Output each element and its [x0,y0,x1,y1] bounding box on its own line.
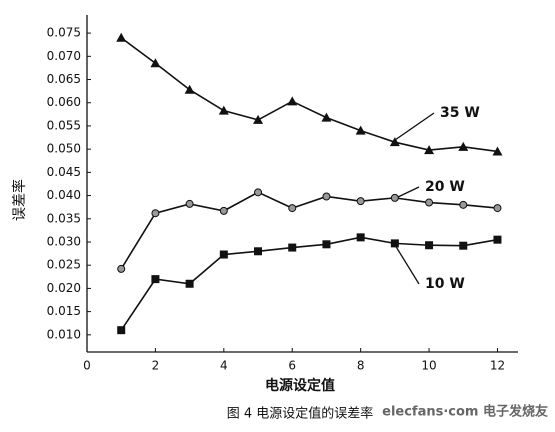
x-tick-label: 4 [220,359,228,373]
y-tick-label: 0.025 [47,258,81,272]
series-line [120,191,498,270]
annotation-arrow [394,244,420,285]
x-tick-label: 10 [421,359,436,373]
marker [288,243,297,252]
watermark: elecfans·com 电子发烧友 [382,404,548,420]
marker [322,192,331,201]
marker [356,197,365,206]
marker [117,264,126,273]
caption: 图 4 电源设定值的误差率 [227,406,374,422]
y-tick-label: 0.010 [47,327,81,341]
marker [288,204,297,213]
marker [254,188,263,197]
marker [459,241,468,250]
marker [287,96,298,106]
marker [151,209,160,218]
x-tick-label: 8 [357,359,365,373]
y-tick-label: 0.040 [47,188,81,202]
marker [253,114,264,124]
x-tick-label: 0 [83,359,91,373]
series-label: 10 W [425,276,465,292]
series-label: 35 W [440,105,480,121]
marker [151,275,160,284]
marker [390,239,399,248]
marker [356,233,365,242]
marker [322,240,331,249]
x-tick-label: 12 [490,359,505,373]
series-line [120,236,498,331]
y-axis-label: 误差率 [11,179,28,221]
x-axis-label: 电源设定值 [265,377,335,394]
x-tick-label: 6 [288,359,296,373]
y-tick-label: 0.050 [47,142,81,156]
y-tick-label: 0.045 [47,165,81,179]
y-tick-label: 0.020 [47,281,81,295]
marker [424,145,435,155]
y-tick-label: 0.035 [47,211,81,225]
marker [218,105,229,115]
marker [493,235,502,244]
annotation-arrow [397,186,420,198]
marker [390,193,399,202]
marker [425,198,434,207]
y-tick-label: 0.055 [47,118,81,132]
marker [355,125,366,135]
series-label: 20 W [425,179,465,195]
marker [321,112,332,122]
marker [117,326,126,335]
marker [389,137,400,147]
marker [459,200,468,209]
marker [493,204,502,213]
marker [185,279,194,288]
x-tick-label: 2 [152,359,160,373]
marker [254,247,263,256]
marker [219,250,228,259]
marker [150,58,161,68]
marker [492,146,503,156]
marker [458,141,469,151]
marker [184,84,195,94]
marker [185,199,194,208]
y-tick-label: 0.075 [47,26,81,40]
y-tick-label: 0.070 [47,49,81,63]
marker [425,241,434,250]
marker [116,32,127,42]
y-tick-label: 0.030 [47,234,81,248]
y-tick-label: 0.015 [47,304,81,318]
series-line [120,37,498,153]
y-tick-label: 0.060 [47,95,81,109]
y-tick-label: 0.065 [47,72,81,86]
marker [219,206,228,215]
annotation-arrow [394,112,435,141]
